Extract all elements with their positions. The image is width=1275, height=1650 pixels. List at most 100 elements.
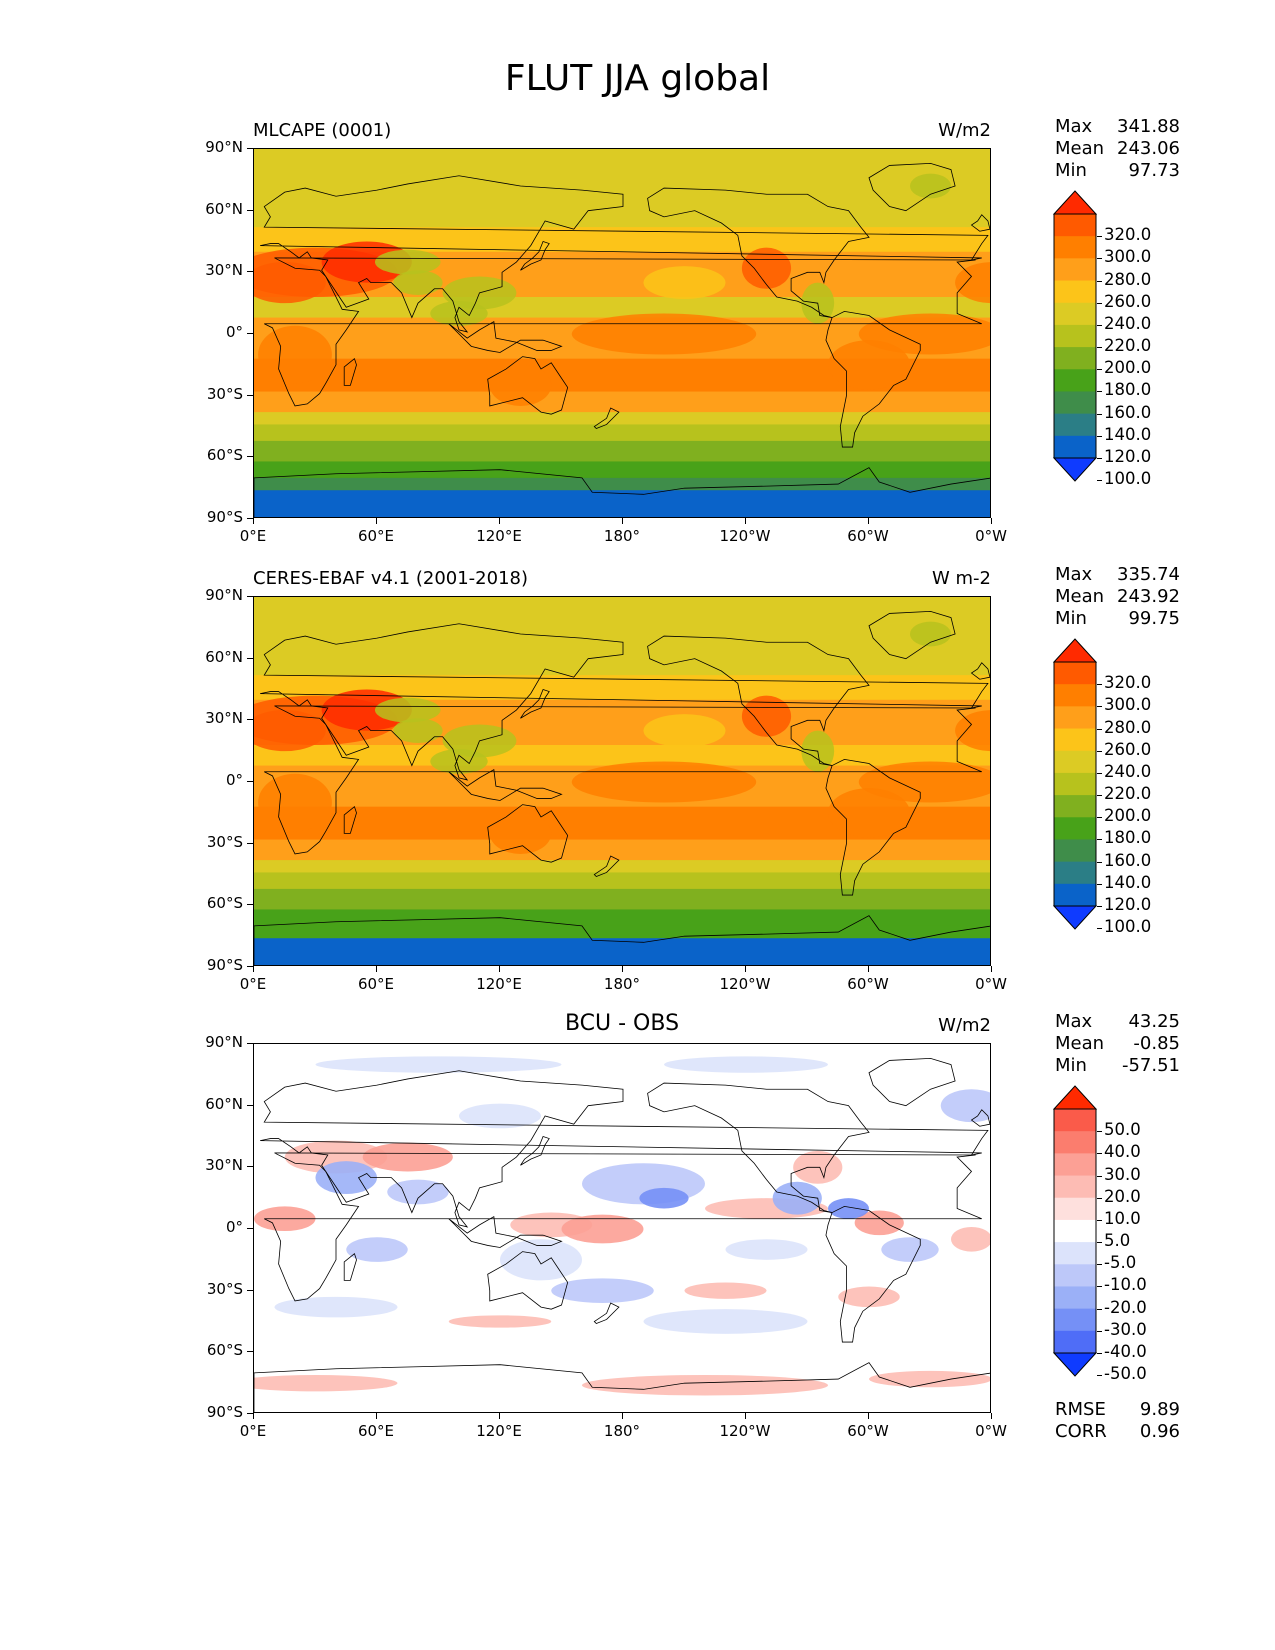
field-blob (387, 1179, 449, 1205)
colorbar-label: -20.0 (1104, 1297, 1147, 1317)
colorbar-swatch (1054, 662, 1096, 685)
colorbar-swatch (1054, 1242, 1096, 1265)
stat-max: Max 43.25 (1055, 1011, 1180, 1033)
colorbar-swatch (1054, 435, 1096, 459)
field-blob (362, 1142, 453, 1172)
lat-tick-label: 60°S (206, 894, 243, 913)
lat-tick-label: 30°S (206, 1279, 243, 1298)
map-field (254, 1044, 990, 1412)
panel-title: CERES-EBAF v4.1 (2001-2018) (253, 568, 529, 589)
coastline-australia (487, 356, 569, 415)
field-band (254, 461, 990, 479)
coastline-australia (487, 1251, 569, 1310)
colorbar-swatch (1054, 1153, 1096, 1177)
coastline-newzealand (593, 407, 620, 430)
stat-mean-label: Mean (1055, 586, 1105, 607)
metric-corr: CORR 0.96 (1055, 1421, 1180, 1443)
colorbar-tick (1097, 684, 1102, 686)
colorbar-tick (1097, 435, 1102, 437)
lat-tick (247, 456, 253, 458)
coastline-japan (520, 1136, 550, 1166)
colorbar-label: 180.0 (1104, 380, 1152, 400)
lat-tick-label: 90°S (206, 508, 243, 526)
stat-max: Max 335.74 (1055, 564, 1180, 586)
lat-tick-label: 30°S (206, 832, 243, 851)
lon-tick (376, 966, 377, 972)
lon-tick-label: 60°E (357, 975, 395, 993)
stats-block: Max 43.25 Mean -0.85 Min -57.51 (1055, 1011, 1180, 1077)
coastline-eurasia (260, 623, 989, 781)
lon-tick (499, 518, 500, 524)
field-blob (828, 788, 910, 838)
colorbar-extend-top (1053, 1085, 1097, 1110)
colorbar-label: 200.0 (1104, 806, 1152, 826)
lon-tick (622, 518, 623, 524)
colorbar-swatch (1054, 839, 1096, 863)
lat-tick (247, 1351, 253, 1353)
lon-tick-label: 120°W (719, 1422, 771, 1440)
coastline-madagascar (343, 805, 357, 834)
lon-tick-label: 0°E (239, 1422, 267, 1440)
lon-tick-label: 0°W (975, 1422, 1007, 1440)
colorbar-tick (1097, 1308, 1102, 1310)
colorbar-tick (1097, 772, 1102, 774)
field-blob (741, 247, 792, 289)
field-blob (254, 710, 326, 752)
lon-tick (745, 1413, 746, 1419)
colorbar-label: 120.0 (1104, 447, 1152, 466)
lon-tick (622, 1413, 623, 1419)
colorbar-tick (1097, 1286, 1102, 1288)
stat-max-label: Max (1055, 116, 1093, 137)
lon-tick (868, 966, 869, 972)
lat-tick (247, 1228, 253, 1229)
colorbar-swatch (1054, 1330, 1096, 1354)
lat-tick (247, 904, 253, 906)
stat-min-value: 99.75 (1128, 608, 1180, 629)
lat-tick (247, 148, 253, 149)
stat-mean: Mean 243.92 (1055, 586, 1180, 608)
stat-mean-value: -0.85 (1133, 1033, 1180, 1054)
coastline-samerica (825, 758, 921, 896)
field-blob (910, 173, 951, 199)
field-blob (951, 1226, 990, 1252)
colorbar-label: 50.0 (1104, 1120, 1141, 1140)
colorbar-label: -5.0 (1104, 1253, 1137, 1273)
colorbar-label: 320.0 (1104, 673, 1152, 693)
field-band (254, 872, 990, 890)
lat-tick (247, 1413, 253, 1414)
coastline-japan (520, 241, 550, 271)
field-band (254, 440, 990, 462)
colorbar-tick (1097, 324, 1102, 326)
panel-units: W/m2 (938, 120, 991, 141)
lat-tick-label: 90°S (206, 956, 243, 974)
stats-block: Max 335.74 Mean 243.92 Min 99.75 (1055, 564, 1180, 630)
colorbar-tick (1097, 1330, 1102, 1332)
stat-max-label: Max (1055, 564, 1093, 585)
colorbar-tick (1097, 817, 1102, 819)
lon-tick (253, 966, 254, 972)
lon-tick-label: 120°W (719, 527, 771, 545)
field-band (254, 654, 990, 676)
lon-tick (745, 966, 746, 972)
lon-tick-label: 120°W (719, 975, 771, 993)
field-blob (955, 710, 990, 752)
colorbar-tick (1097, 347, 1102, 349)
coastline-antarctica (254, 915, 990, 965)
field-blob (321, 241, 412, 283)
lon-tick (376, 518, 377, 524)
coastline-newzealand (593, 855, 620, 878)
colorbar-extend-bottom (1053, 457, 1097, 482)
field-blob (854, 1210, 904, 1236)
stat-min-label: Min (1055, 160, 1087, 181)
lat-tick (247, 1166, 253, 1168)
stat-min-value: 97.73 (1128, 160, 1180, 181)
coastline-indonesia (448, 321, 563, 353)
panel-title: MLCAPE (0001) (253, 120, 392, 141)
colorbar-tick (1097, 750, 1102, 752)
colorbar-swatch (1054, 1219, 1096, 1243)
coastline-greenland (868, 162, 956, 212)
field-band (254, 391, 990, 413)
field-blob (643, 714, 726, 748)
colorbar (1053, 190, 1097, 482)
field-band (254, 424, 990, 442)
